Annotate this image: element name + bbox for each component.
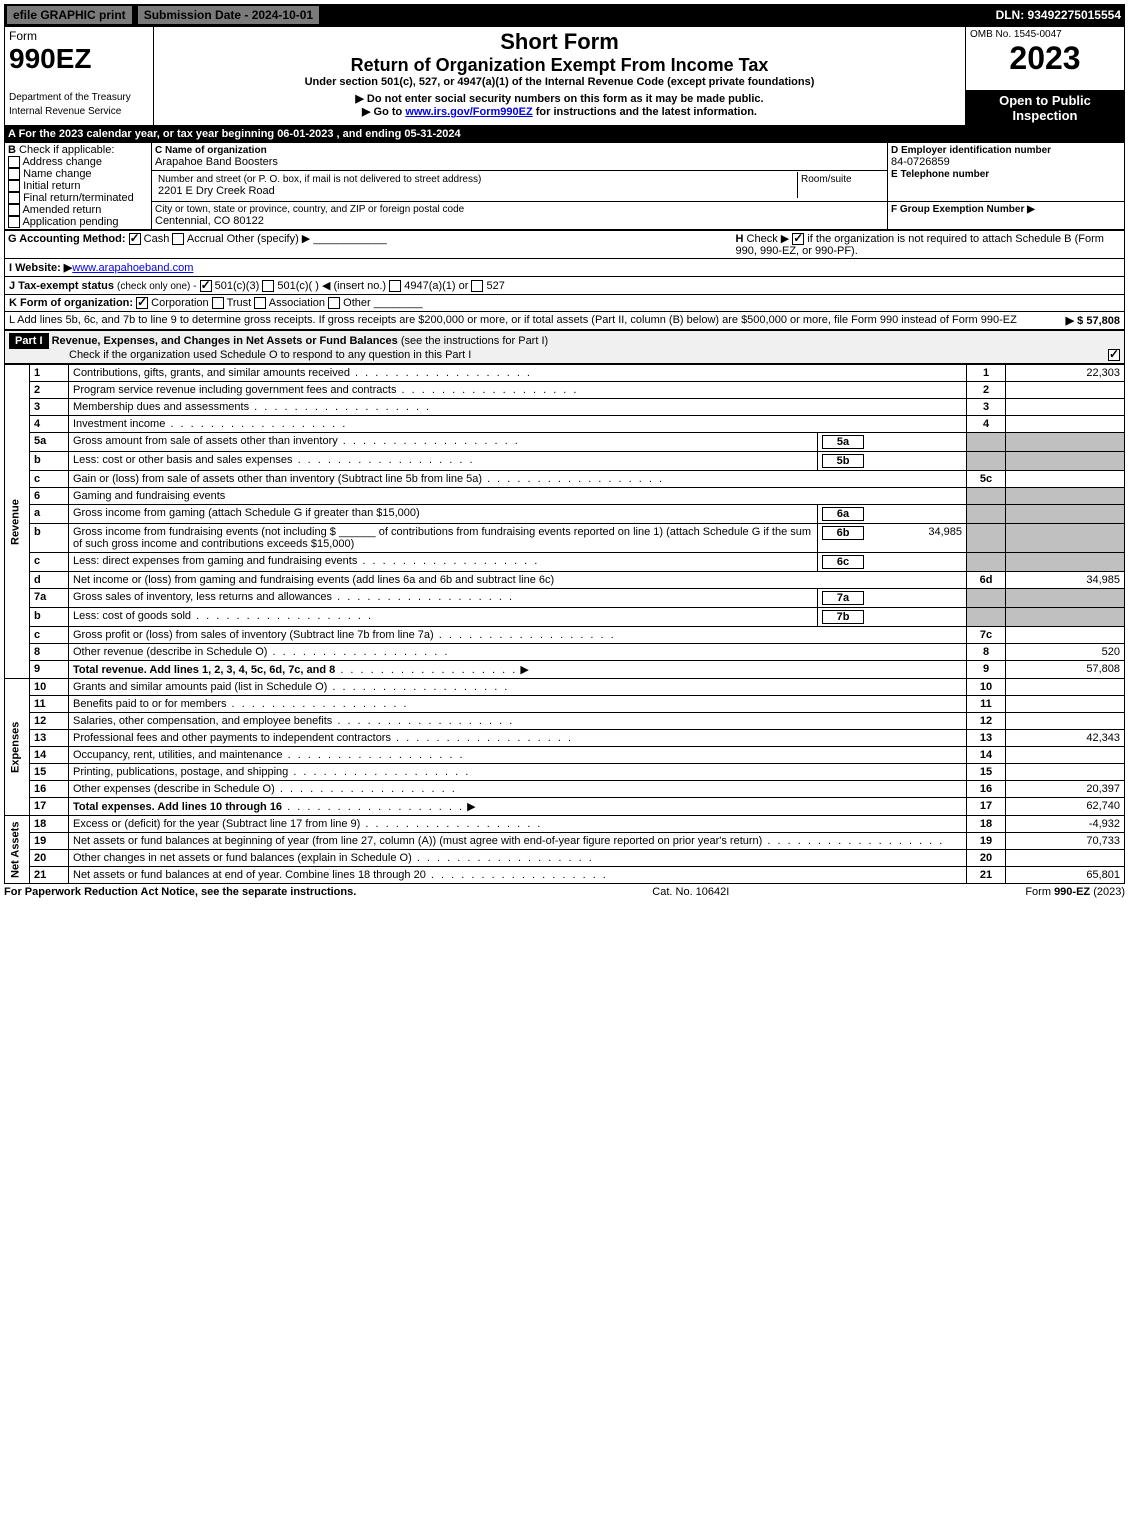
schedule-o-checkbox[interactable] xyxy=(1108,349,1120,361)
tax-year: 2023 xyxy=(970,40,1120,77)
other-org-checkbox[interactable] xyxy=(328,297,340,309)
line-17-amount: 62,740 xyxy=(1006,798,1125,816)
4947-checkbox[interactable] xyxy=(389,280,401,292)
open-to-public: Open to Public Inspection xyxy=(966,90,1125,125)
line-16-amount: 20,397 xyxy=(1006,781,1125,798)
line-1-amount: 22,303 xyxy=(1006,365,1125,382)
part-i-header: Part I Revenue, Expenses, and Changes in… xyxy=(4,330,1125,364)
top-bar: efile GRAPHIC print Submission Date - 20… xyxy=(4,4,1125,26)
accrual-checkbox[interactable] xyxy=(172,233,184,245)
line-19-amount: 70,733 xyxy=(1006,833,1125,850)
section-h-label: H xyxy=(736,233,744,245)
cash-checkbox[interactable] xyxy=(129,233,141,245)
section-g-h: G Accounting Method: Cash Accrual Other … xyxy=(4,230,1125,259)
subtitle: Under section 501(c), 527, or 4947(a)(1)… xyxy=(158,76,961,88)
line-21-amount: 65,801 xyxy=(1006,867,1125,884)
section-b-label: B xyxy=(8,144,16,156)
title-main: Return of Organization Exempt From Incom… xyxy=(158,55,961,76)
expenses-label: Expenses xyxy=(5,679,30,816)
dept-label: Department of the Treasury Internal Reve… xyxy=(9,92,131,117)
note-ssn: ▶ Do not enter social security numbers o… xyxy=(158,92,961,105)
section-a: A For the 2023 calendar year, or tax yea… xyxy=(4,126,1125,142)
address-change-checkbox[interactable] xyxy=(8,156,20,168)
section-e-label: E Telephone number xyxy=(891,169,989,180)
section-d-label: D Employer identification number xyxy=(891,145,1051,156)
entity-info: B Check if applicable: Address change Na… xyxy=(4,142,1125,231)
website-link[interactable]: www.arapahoeband.com xyxy=(72,262,193,274)
application-pending-checkbox[interactable] xyxy=(8,216,20,228)
section-l: L Add lines 5b, 6c, and 7b to line 9 to … xyxy=(4,312,1125,330)
501c-checkbox[interactable] xyxy=(262,280,274,292)
line-9-amount: 57,808 xyxy=(1006,661,1125,679)
form-label: Form xyxy=(9,29,37,43)
line-6b-amount: 34,985 xyxy=(928,526,962,538)
schedule-b-checkbox[interactable] xyxy=(792,233,804,245)
section-c-addr-label: Number and street (or P. O. box, if mail… xyxy=(158,174,481,185)
association-checkbox[interactable] xyxy=(254,297,266,309)
check-if-applicable: Check if applicable: xyxy=(19,144,114,156)
section-i: I Website: ▶www.arapahoeband.com xyxy=(4,259,1125,277)
final-return-checkbox[interactable] xyxy=(8,192,20,204)
section-c-name-label: C Name of organization xyxy=(155,145,267,156)
line-6d-amount: 34,985 xyxy=(1006,572,1125,589)
room-suite-label: Room/suite xyxy=(801,174,852,185)
section-g-label: G Accounting Method: xyxy=(8,233,126,245)
trust-checkbox[interactable] xyxy=(212,297,224,309)
initial-return-checkbox[interactable] xyxy=(8,180,20,192)
line-2-amount xyxy=(1006,382,1125,399)
section-c-city-label: City or town, state or province, country… xyxy=(155,204,464,215)
ein-value: 84-0726859 xyxy=(891,156,950,168)
section-k: K Form of organization: Corporation Trus… xyxy=(4,295,1125,312)
501c3-checkbox[interactable] xyxy=(200,280,212,292)
note-link: ▶ Go to www.irs.gov/Form990EZ for instru… xyxy=(158,105,961,118)
amended-return-checkbox[interactable] xyxy=(8,204,20,216)
page-footer: For Paperwork Reduction Act Notice, see … xyxy=(4,884,1125,900)
form-number: 990EZ xyxy=(9,43,92,74)
irs-link[interactable]: www.irs.gov/Form990EZ xyxy=(405,106,532,118)
revenue-label: Revenue xyxy=(5,365,30,679)
part-i-lines: Revenue 1 Contributions, gifts, grants, … xyxy=(4,364,1125,884)
net-assets-label: Net Assets xyxy=(5,816,30,884)
527-checkbox[interactable] xyxy=(471,280,483,292)
omb-number: OMB No. 1545-0047 xyxy=(970,29,1120,40)
efile-print-button[interactable]: efile GRAPHIC print xyxy=(6,5,133,25)
dln-label: DLN: 93492275015554 xyxy=(992,8,1125,22)
line-13-amount: 42,343 xyxy=(1006,730,1125,747)
line-8-amount: 520 xyxy=(1006,644,1125,661)
org-name: Arapahoe Band Boosters xyxy=(155,156,278,168)
line-18-amount: -4,932 xyxy=(1006,816,1125,833)
corporation-checkbox[interactable] xyxy=(136,297,148,309)
city-state-zip: Centennial, CO 80122 xyxy=(155,215,264,227)
section-f-label: F Group Exemption Number ▶ xyxy=(891,204,1035,215)
form-header: Form 990EZ Department of the Treasury In… xyxy=(4,26,1125,126)
section-j: J Tax-exempt status (check only one) - 5… xyxy=(4,277,1125,295)
street-address: 2201 E Dry Creek Road xyxy=(158,185,275,197)
submission-date: Submission Date - 2024-10-01 xyxy=(137,5,320,25)
part-i-label: Part I xyxy=(9,333,49,349)
title-short: Short Form xyxy=(158,29,961,55)
name-change-checkbox[interactable] xyxy=(8,168,20,180)
